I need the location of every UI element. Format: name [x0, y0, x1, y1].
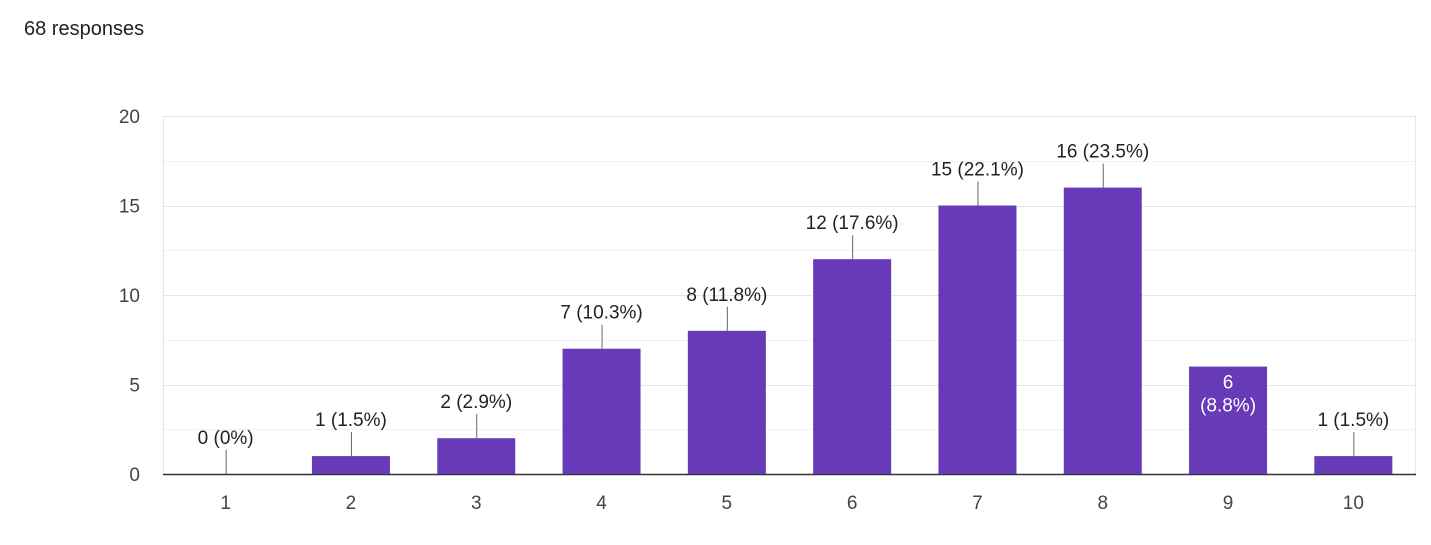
response-count: 68 responses [24, 18, 145, 40]
data-label: 12 (17.6%) [806, 213, 899, 234]
bars [311, 187, 1393, 474]
data-label: 8 (11.8%) [686, 285, 767, 306]
x-tick-label: 4 [596, 493, 607, 514]
y-tick-label: 10 [119, 286, 140, 307]
y-axis: 0 5 10 15 20 [119, 107, 140, 486]
y-tick-label: 0 [129, 465, 140, 486]
data-label: 2 (2.9%) [440, 392, 512, 413]
bar [938, 205, 1017, 474]
x-tick-label: 5 [722, 493, 733, 514]
bar [1189, 366, 1268, 474]
x-tick-label: 8 [1097, 493, 1108, 514]
data-label: 1 (1.5%) [315, 410, 387, 431]
data-label: (8.8%) [1200, 396, 1256, 417]
x-tick-label: 2 [346, 493, 357, 514]
bar [1314, 456, 1393, 474]
x-tick-label: 10 [1343, 493, 1364, 514]
data-label: 16 (23.5%) [1056, 142, 1149, 163]
data-label: 15 (22.1%) [931, 160, 1024, 181]
bar [311, 456, 390, 474]
data-label: 1 (1.5%) [1317, 410, 1389, 431]
x-tick-label: 6 [847, 493, 858, 514]
y-tick-label: 5 [129, 376, 140, 397]
data-label: 7 (10.3%) [560, 303, 642, 324]
x-tick-label: 3 [471, 493, 482, 514]
bar [813, 259, 892, 474]
x-tick-label: 9 [1223, 493, 1234, 514]
bar [437, 438, 516, 474]
gridlines [163, 116, 1416, 474]
y-tick-label: 20 [119, 107, 140, 128]
y-tick-label: 15 [119, 197, 140, 218]
x-axis: 1 2 3 4 5 6 7 8 9 10 [163, 473, 1416, 514]
bar [562, 348, 641, 474]
data-labels: 0 (0%) 1 (1.5%) 2 (2.9%) 7 (10.3%) 8 (11.8%)… [198, 142, 1389, 474]
x-tick-label: 1 [220, 493, 231, 514]
x-tick-label: 7 [972, 493, 983, 514]
data-label: 0 (0%) [198, 428, 254, 449]
bar [687, 330, 766, 474]
bar [1063, 187, 1142, 474]
data-label: 6 [1223, 373, 1234, 394]
